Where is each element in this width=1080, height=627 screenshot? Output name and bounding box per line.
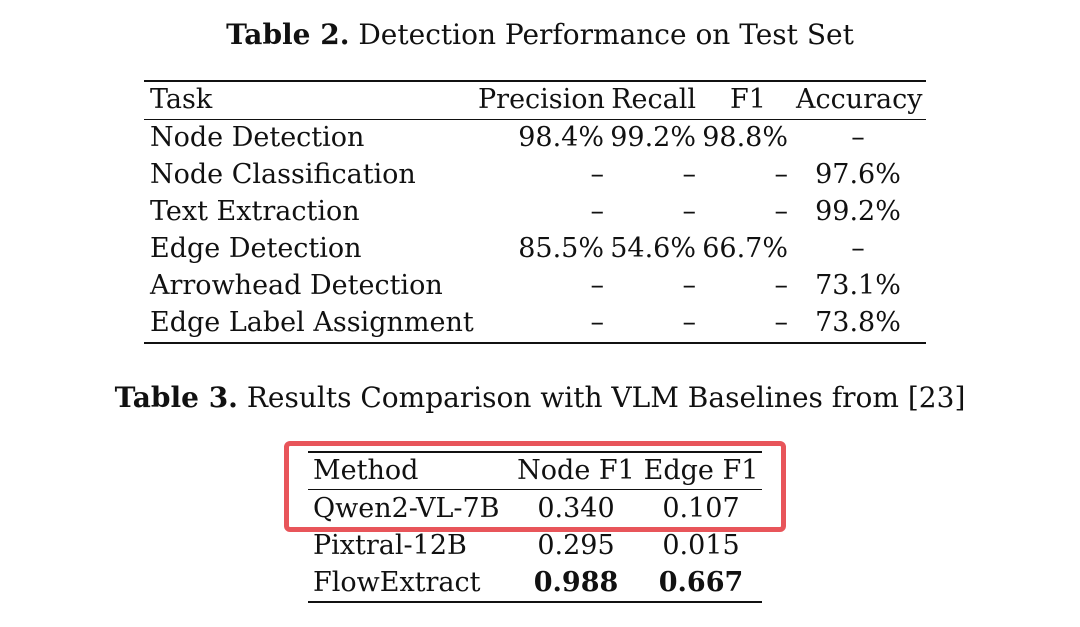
- table2-cell-task: Edge Label Assignment: [150, 307, 474, 338]
- table3-top-rule: [308, 451, 762, 453]
- table2-cell-recall: 99.2%: [610, 122, 696, 153]
- table3-cell-node-f1: 0.295: [537, 530, 615, 561]
- table2-cell-accuracy: 73.8%: [815, 307, 901, 338]
- table2-cell-task: Arrowhead Detection: [150, 270, 443, 301]
- table2-cell-task: Node Classification: [150, 159, 416, 190]
- table3-cell-method: Pixtral-12B: [313, 530, 467, 561]
- table3-cell-node-f1: 0.988: [533, 567, 619, 598]
- table2-caption-label: Table 2.: [226, 18, 350, 51]
- table2-caption-text: Detection Performance on Test Set: [349, 18, 854, 51]
- table2-cell-accuracy: 99.2%: [815, 196, 901, 227]
- table2-cell-task: Edge Detection: [150, 233, 362, 264]
- table2-cell-recall: –: [682, 270, 697, 301]
- table3-header-node-f1: Node F1: [517, 455, 635, 486]
- table2-cell-f1: –: [774, 159, 789, 190]
- table2-header-rule: [144, 119, 926, 120]
- table2-header-f1: F1: [730, 84, 766, 115]
- table2-cell-f1: –: [774, 196, 789, 227]
- table2-top-rule: [144, 80, 926, 82]
- table2-cell-recall: –: [682, 159, 697, 190]
- table3-caption: Table 3. Results Comparison with VLM Bas…: [0, 381, 1080, 415]
- table2-cell-precision: –: [590, 196, 605, 227]
- table3-bottom-rule: [308, 601, 762, 603]
- table2-caption: Table 2. Detection Performance on Test S…: [0, 18, 1080, 52]
- table2-cell-accuracy: 73.1%: [815, 270, 901, 301]
- table2-header-recall: Recall: [611, 84, 696, 115]
- table3-header-edge-f1: Edge F1: [643, 455, 759, 486]
- table2-cell-task: Text Extraction: [150, 196, 360, 227]
- table3-caption-label: Table 3.: [114, 381, 238, 414]
- table3-header-method: Method: [313, 455, 419, 486]
- table2-cell-accuracy: –: [851, 122, 865, 153]
- table2-cell-precision: –: [590, 159, 605, 190]
- highlight-box: [284, 441, 786, 532]
- table2-cell-f1: 66.7%: [702, 233, 788, 264]
- table3-caption-end: ]: [954, 381, 966, 414]
- table2-header-task: Task: [150, 84, 213, 115]
- table2-bottom-rule: [144, 342, 926, 344]
- table2-cell-precision: –: [590, 307, 605, 338]
- table2-cell-accuracy: 97.6%: [815, 159, 901, 190]
- table3-cell-edge-f1: 0.015: [662, 530, 740, 561]
- table2-header-accuracy: Accuracy: [796, 84, 923, 115]
- table2-cell-task: Node Detection: [150, 122, 365, 153]
- table2-cell-f1: 98.8%: [702, 122, 788, 153]
- table3-caption-text: Results Comparison with VLM Baselines fr…: [237, 381, 919, 414]
- table2-cell-precision: 98.4%: [518, 122, 604, 153]
- table2-cell-precision: –: [590, 270, 605, 301]
- table3-cell-node-f1: 0.340: [537, 493, 615, 524]
- table3-citation-link[interactable]: 23: [918, 381, 955, 414]
- table2-cell-f1: –: [774, 307, 789, 338]
- table2-cell-recall: –: [682, 307, 697, 338]
- table2-header-precision: Precision: [478, 84, 605, 115]
- table3-cell-method: FlowExtract: [313, 567, 481, 598]
- table2-cell-accuracy: –: [851, 233, 865, 264]
- table2-cell-recall: 54.6%: [610, 233, 696, 264]
- table3-cell-edge-f1: 0.667: [658, 567, 744, 598]
- table2-cell-precision: 85.5%: [518, 233, 604, 264]
- table3-header-rule: [308, 489, 762, 490]
- table3-cell-edge-f1: 0.107: [662, 493, 740, 524]
- table2-cell-recall: –: [682, 196, 697, 227]
- table3-cell-method: Qwen2-VL-7B: [313, 493, 500, 524]
- table2-cell-f1: –: [774, 270, 789, 301]
